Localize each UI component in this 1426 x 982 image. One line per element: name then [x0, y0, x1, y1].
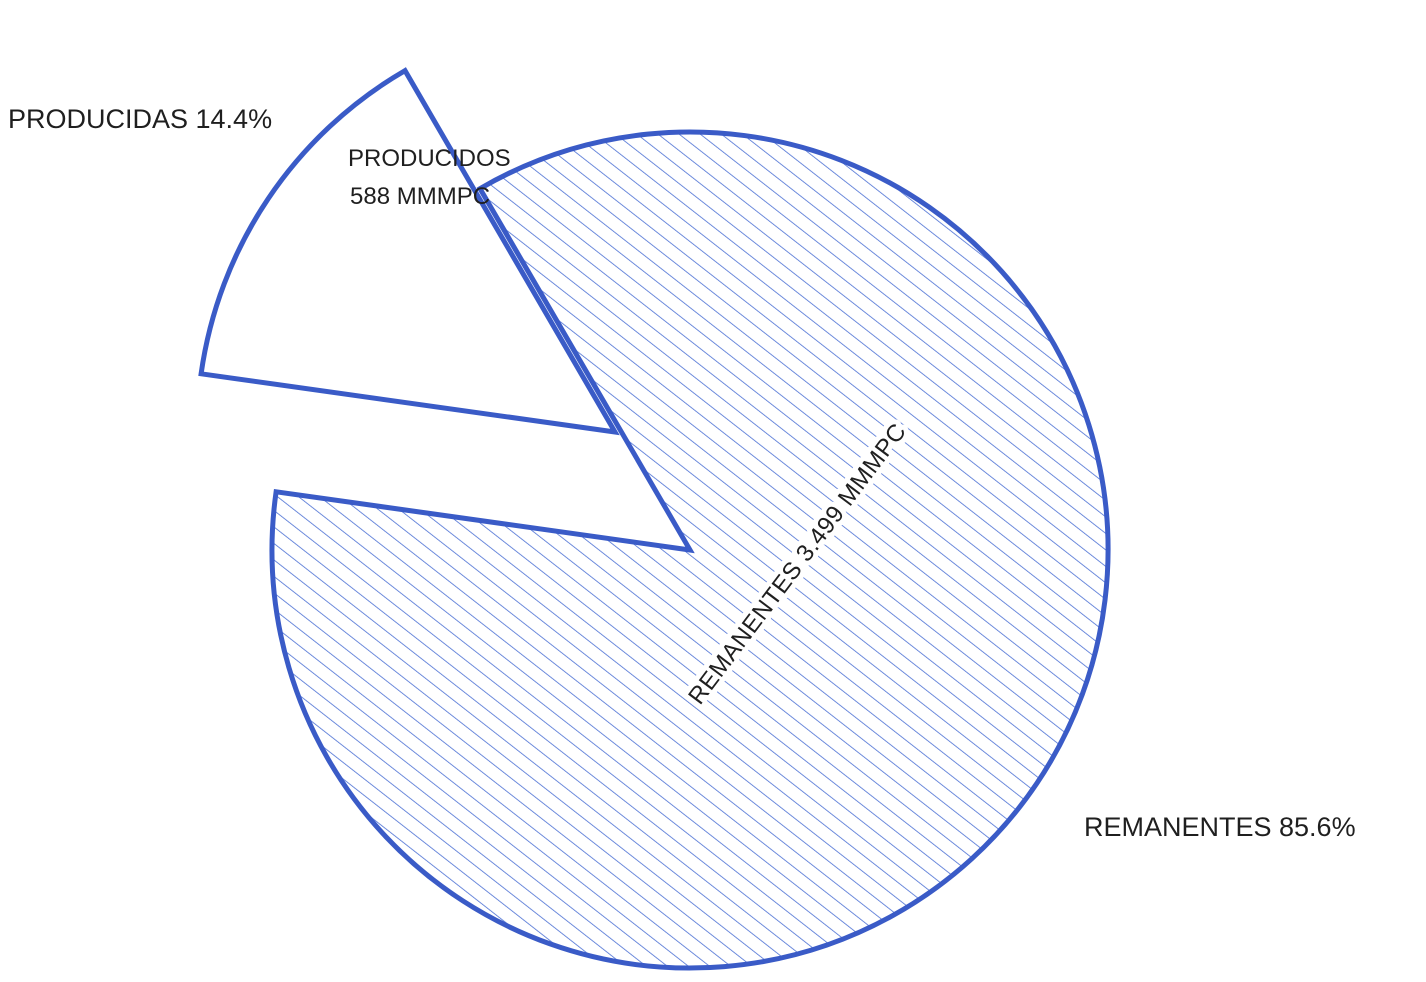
pie-slice-producidos: [198, 67, 620, 436]
inner-label-producidos-line2: 588 MMMPC: [350, 183, 490, 210]
inner-label-producidos-line1: PRODUCIDOS: [348, 145, 511, 172]
outer-label-producidas: PRODUCIDAS 14.4%: [8, 104, 272, 134]
pie-slice-remanentes: [269, 129, 1111, 971]
outer-label-remanentes: REMANENTES 85.6%: [1084, 812, 1356, 842]
